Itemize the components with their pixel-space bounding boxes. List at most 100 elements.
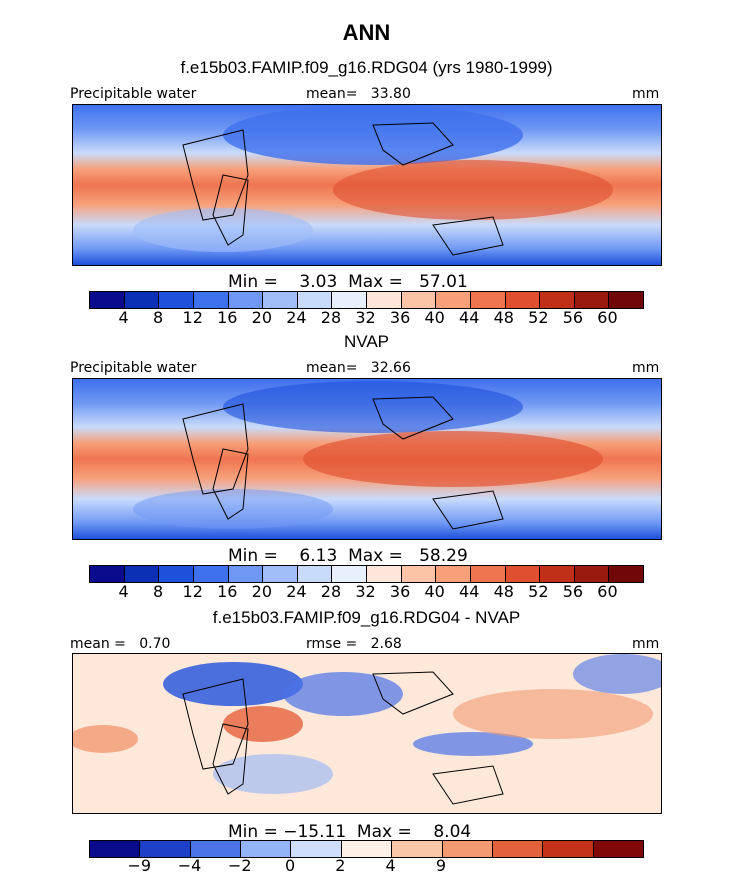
diff-colorbar-tick-label: 0	[284, 856, 296, 875]
model-colorbar-swatch	[193, 292, 229, 308]
obs-colorbar-swatch	[193, 566, 229, 582]
diff-map	[72, 653, 662, 814]
obs-colorbar-swatch	[609, 566, 643, 582]
model-colorbar-swatch	[505, 292, 541, 308]
model-colorbar-tick-label: 44	[459, 308, 480, 327]
model-colorbar-swatch	[297, 292, 333, 308]
obs-colorbar-tick-label: 8	[153, 582, 164, 601]
obs-colorbar-tick-label: 32	[355, 582, 376, 601]
obs-colorbar-swatch	[574, 566, 610, 582]
diff-colorbar-tick-label: −2	[228, 856, 252, 875]
diff-colorbar-tick-label: 9	[435, 856, 446, 875]
obs-colorbar-tick-label: 12	[182, 582, 203, 601]
diff-colorbar-tick-label: 2	[335, 856, 346, 875]
obs-colorbar-swatch	[401, 566, 437, 582]
obs-colorbar-tick-label: 52	[528, 582, 549, 601]
obs-colorbar-swatch	[228, 566, 264, 582]
model-panel-title: f.e15b03.FAMIP.f09_g16.RDG04 (yrs 1980-1…	[180, 58, 553, 77]
obs-colorbar-tick-label: 44	[459, 582, 480, 601]
model-colorbar-swatch	[159, 292, 194, 308]
model-colorbar-tick-label: 36	[389, 308, 411, 327]
obs-colorbar-swatch	[470, 566, 506, 582]
diff-colorbar-swatch	[442, 841, 493, 857]
model-mean-label: mean= 33.80	[306, 86, 411, 102]
model-colorbar-tick-label: 56	[562, 308, 584, 327]
diff-colorbar-tick-label: −9	[127, 856, 152, 875]
diff-colorbar-swatch	[90, 841, 141, 857]
model-colorbar-swatch	[228, 292, 264, 308]
diff-colorbar-swatch	[291, 841, 342, 857]
model-variable-label: Precipitable water	[70, 86, 197, 102]
model-colorbar-tick-label: 20	[251, 308, 272, 327]
model-colorbar-tick-label: 40	[424, 308, 445, 327]
diff-colorbar-swatch	[241, 841, 292, 857]
diff-mean-label: mean = 0.70	[70, 636, 171, 652]
model-colorbar-tick-label: 60	[597, 308, 618, 327]
obs-map	[72, 378, 662, 540]
diff-colorbar-ticks: −9 −4 −2 0 2 4 9	[89, 856, 642, 876]
obs-panel-title: NVAP	[343, 332, 390, 351]
obs-mean-label: mean= 32.66	[306, 360, 411, 376]
obs-colorbar-tick-label: 28	[320, 582, 342, 601]
obs-colorbar-swatch	[367, 566, 402, 582]
model-colorbar	[89, 291, 644, 309]
model-units-label: mm	[632, 86, 660, 102]
diff-colorbar-swatch	[190, 841, 242, 857]
obs-colorbar-swatch	[436, 566, 471, 582]
obs-variable-label: Precipitable water	[70, 360, 197, 376]
model-colorbar-tick-label: 12	[182, 308, 203, 327]
diff-colorbar-swatch	[341, 841, 393, 857]
page-title: ANN	[342, 20, 391, 45]
model-colorbar-swatch	[574, 292, 610, 308]
obs-colorbar-swatch	[332, 566, 367, 582]
model-colorbar-tick-label: 24	[286, 308, 307, 327]
diff-units-label: mm	[632, 636, 660, 652]
model-minmax: Min = 3.03 Max = 57.01	[228, 272, 468, 292]
model-colorbar-swatch	[367, 292, 402, 308]
obs-colorbar-tick-label: 20	[251, 582, 272, 601]
model-colorbar-swatch	[124, 292, 160, 308]
obs-colorbar-tick-label: 40	[424, 582, 445, 601]
obs-colorbar-tick-label: 60	[597, 582, 618, 601]
model-colorbar-tick-label: 52	[528, 308, 549, 327]
diff-colorbar	[89, 840, 644, 858]
model-colorbar-swatch	[470, 292, 506, 308]
model-colorbar-tick-label: 32	[355, 308, 376, 327]
model-colorbar-swatch	[332, 292, 367, 308]
model-colorbar-swatch	[263, 292, 298, 308]
diff-minmax: Min = −15.11 Max = 8.04	[228, 822, 472, 842]
diff-colorbar-swatch	[140, 841, 191, 857]
obs-colorbar-tick-label: 16	[217, 582, 238, 601]
model-colorbar-tick-label: 28	[320, 308, 342, 327]
diff-colorbar-swatch	[492, 841, 544, 857]
model-colorbar-swatch	[540, 292, 575, 308]
obs-colorbar-swatch	[540, 566, 575, 582]
obs-minmax: Min = 6.13 Max = 58.29	[228, 546, 468, 566]
obs-colorbar-swatch	[159, 566, 194, 582]
obs-colorbar-tick-label: 48	[493, 582, 514, 601]
model-colorbar-ticks: 4 8 12 16 20 24 28 32 36 40 44 48 52 56 60	[89, 308, 642, 328]
model-map	[72, 104, 662, 266]
obs-colorbar-swatch	[505, 566, 541, 582]
obs-units-label: mm	[632, 360, 660, 376]
model-colorbar-tick-label: 16	[217, 308, 238, 327]
model-colorbar-swatch	[436, 292, 471, 308]
model-colorbar-swatch	[609, 292, 643, 308]
diff-panel-title: f.e15b03.FAMIP.f09_g16.RDG04 - NVAP	[212, 608, 521, 627]
obs-colorbar	[89, 565, 644, 583]
obs-colorbar-tick-label: 36	[389, 582, 411, 601]
obs-colorbar-swatch	[263, 566, 298, 582]
obs-colorbar-tick-label: 4	[118, 582, 129, 601]
diff-colorbar-swatch	[593, 841, 643, 857]
model-colorbar-tick-label: 8	[153, 308, 164, 327]
diff-colorbar-swatch	[392, 841, 443, 857]
diff-colorbar-tick-label: −4	[177, 856, 202, 875]
obs-colorbar-tick-label: 56	[562, 582, 584, 601]
diff-colorbar-swatch	[543, 841, 594, 857]
obs-colorbar-swatch	[90, 566, 125, 582]
model-colorbar-tick-label: 4	[118, 308, 129, 327]
obs-colorbar-ticks: 4 8 12 16 20 24 28 32 36 40 44 48 52 56 60	[89, 582, 642, 602]
model-colorbar-swatch	[401, 292, 437, 308]
obs-colorbar-swatch	[297, 566, 333, 582]
obs-colorbar-swatch	[124, 566, 160, 582]
